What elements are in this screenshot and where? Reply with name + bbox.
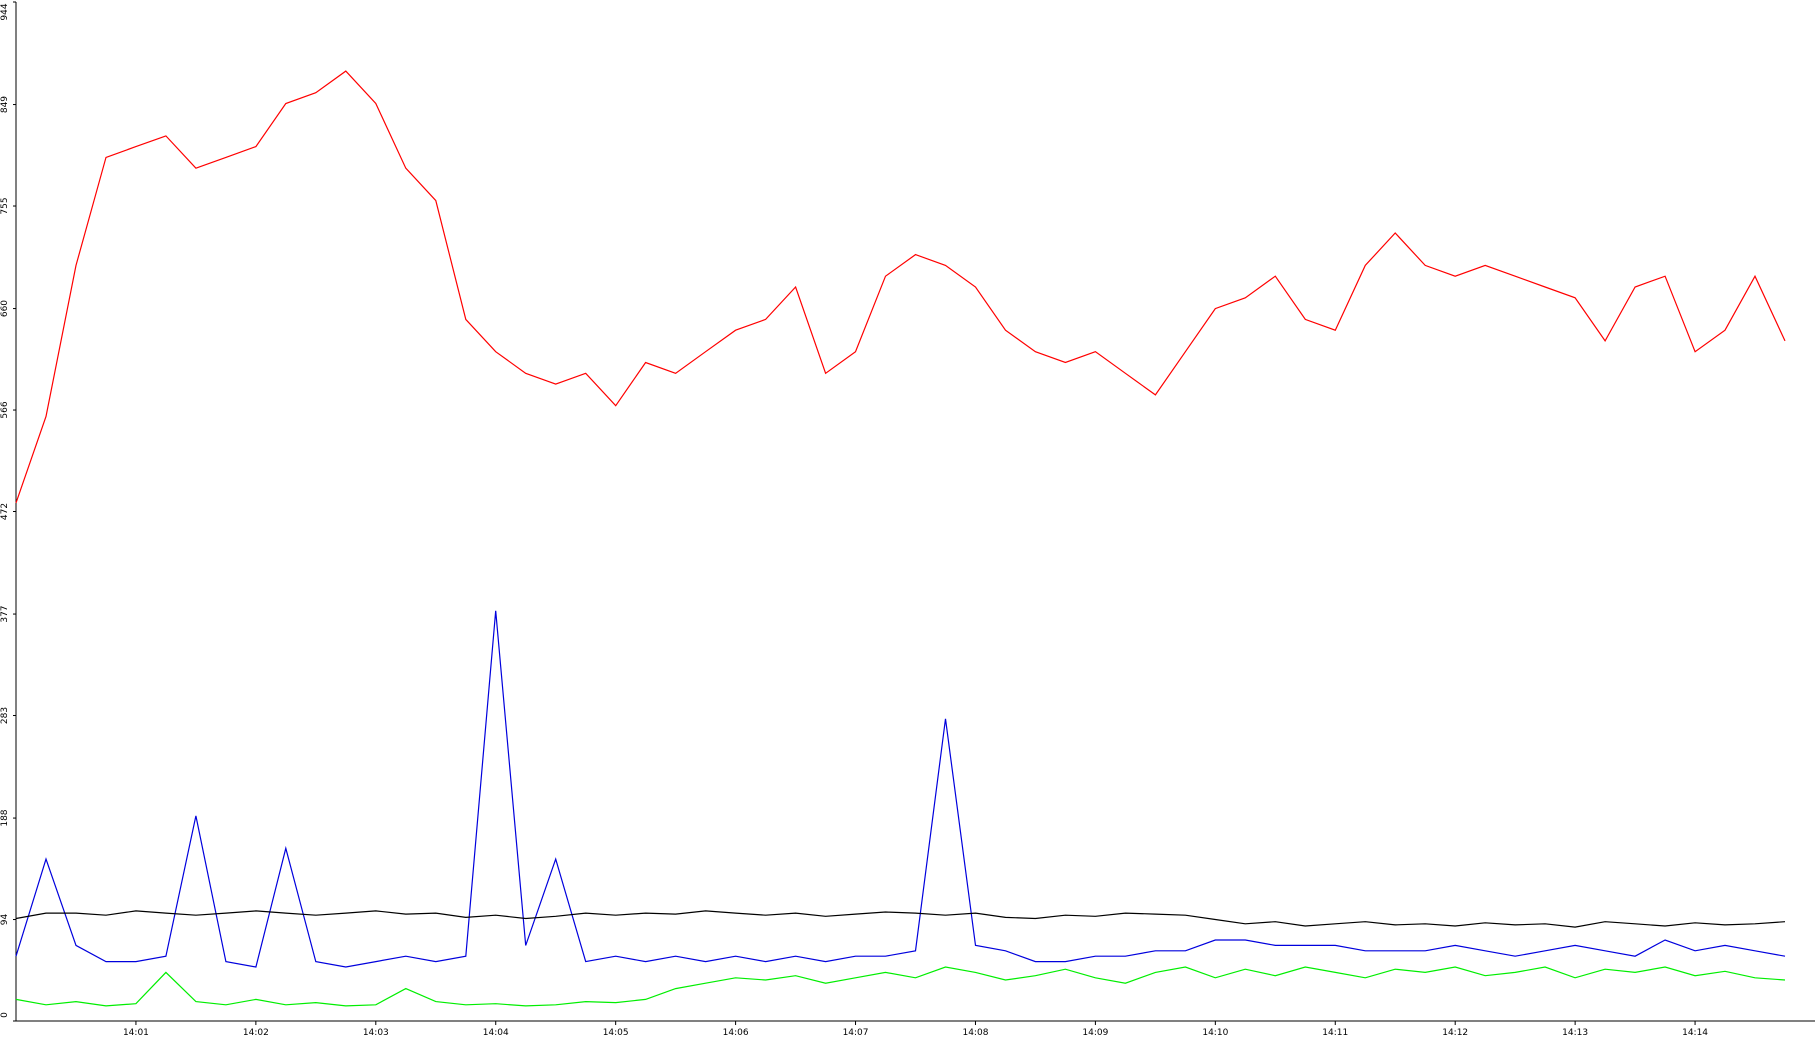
x-tick-label: 14:01 [123, 1028, 149, 1038]
y-tick-label: 566 [0, 401, 10, 418]
series-line [15, 70, 1786, 504]
y-tick-label: 849 [0, 96, 10, 113]
y-tick-label: 755 [0, 197, 10, 214]
x-tick-label: 14:02 [243, 1028, 269, 1038]
x-tick-label: 14:07 [843, 1028, 869, 1038]
x-tick-label: 14:09 [1082, 1028, 1108, 1038]
y-tick-label: 94 [0, 914, 10, 926]
y-tick-label: 283 [0, 707, 10, 724]
series-line [15, 966, 1786, 1007]
x-tick-label: 14:14 [1682, 1028, 1708, 1038]
y-tick-label: 472 [0, 503, 10, 520]
y-tick-label: 0 [0, 1012, 10, 1018]
x-tick-label: 14:03 [363, 1028, 389, 1038]
y-tick-label: 188 [0, 809, 10, 826]
x-tick-label: 14:06 [723, 1028, 749, 1038]
x-tick-label: 14:08 [962, 1028, 988, 1038]
x-tick-label: 14:05 [603, 1028, 629, 1038]
series-line [15, 910, 1786, 928]
y-tick-label: 377 [0, 605, 10, 622]
x-tick-label: 14:10 [1202, 1028, 1228, 1038]
y-tick-label: 944 [0, 3, 10, 20]
x-tick-label: 14:04 [483, 1028, 509, 1038]
x-tick-label: 14:13 [1562, 1028, 1588, 1038]
x-tick-label: 14:11 [1322, 1028, 1348, 1038]
series-line [15, 610, 1786, 968]
x-tick-label: 14:12 [1442, 1028, 1468, 1038]
y-tick-label: 660 [0, 300, 10, 317]
